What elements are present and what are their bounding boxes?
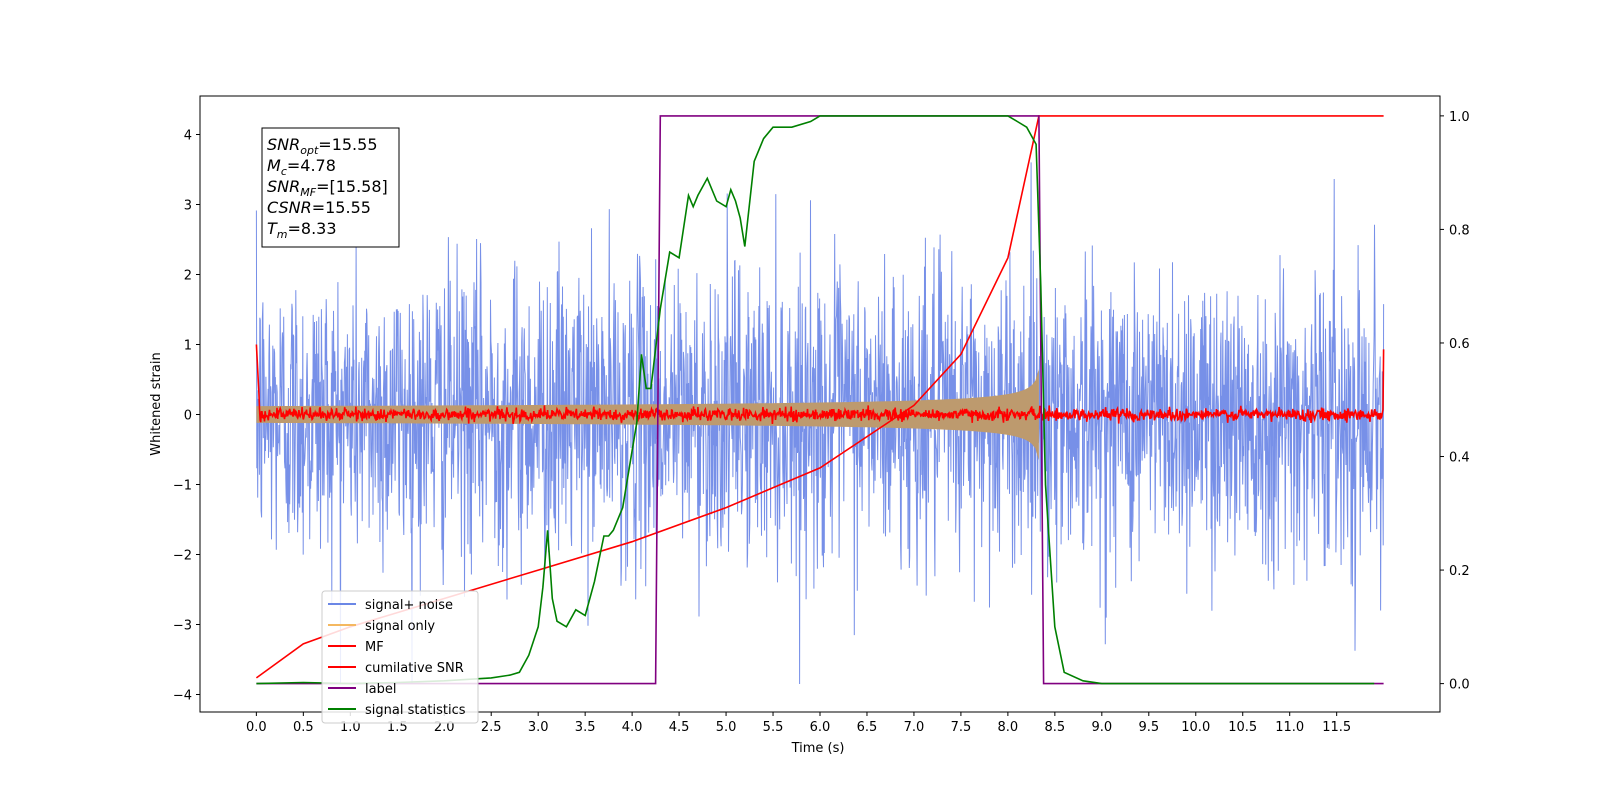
annotation-box: SNRopt=15.55Mc=4.78SNRMF=[15.58]CSNR=15.… (261, 127, 400, 248)
series-signal-noise (255, 162, 1385, 685)
y-left-tick-label: −1 (173, 479, 192, 494)
legend-entry: label (365, 682, 396, 697)
y-left-tick-label: 1 (184, 339, 192, 354)
annotation-frame (261, 127, 400, 248)
legend-entry: signal statistics (365, 703, 466, 718)
x-tick-label: 1.0 (340, 720, 361, 735)
y-left-tick-label: −3 (173, 619, 192, 634)
x-axis-label: Time (s) (791, 741, 845, 756)
x-tick-label: 7.5 (951, 720, 972, 735)
x-tick-label: 4.0 (622, 720, 643, 735)
annotation-line: SNRMF=[15.58] (267, 177, 388, 199)
x-tick-label: 2.5 (481, 720, 502, 735)
x-tick-label: 10.5 (1228, 720, 1257, 735)
x-tick-label: 0.5 (293, 720, 314, 735)
legend: signal+ noise signal only MF cumilative SNR… (321, 590, 479, 724)
y-right-tick-label: 0.0 (1449, 678, 1470, 693)
legend-entry: MF (365, 640, 384, 655)
series-signal-statistics (256, 115, 1375, 685)
series-mf (255, 344, 1385, 425)
x-tick-label: 5.5 (763, 720, 784, 735)
y-left-tick-label: 4 (184, 129, 192, 144)
y-axis-left: −4 −3 −2 −1 0 1 2 3 4 (173, 129, 200, 704)
x-tick-label: 8.0 (998, 720, 1019, 735)
x-tick-label: 3.0 (528, 720, 549, 735)
legend-entry: cumilative SNR (365, 661, 464, 676)
x-tick-label: 8.5 (1045, 720, 1066, 735)
y-axis-label: Whitened strain (149, 352, 164, 455)
annotation-line: Tm=8.33 (267, 219, 337, 241)
annotation-line: Mc=4.78 (267, 156, 336, 178)
x-tick-label: 0.0 (246, 720, 267, 735)
y-right-tick-label: 0.8 (1449, 223, 1470, 238)
y-left-tick-label: −4 (173, 689, 192, 704)
x-tick-label: 6.0 (810, 720, 831, 735)
annotation-line: CSNR=15.55 (267, 198, 371, 217)
y-left-tick-label: 0 (184, 409, 192, 424)
y-right-tick-label: 0.6 (1449, 337, 1470, 352)
x-tick-label: 2.0 (434, 720, 455, 735)
x-axis: 0.0 0.5 1.0 1.5 2.0 2.5 3.0 3.5 4.0 4.5 5.0 5.5 6.0 6… (246, 712, 1351, 735)
y-left-tick-label: −2 (173, 549, 192, 564)
x-tick-label: 3.5 (575, 720, 596, 735)
x-tick-label: 7.0 (904, 720, 925, 735)
y-left-tick-label: 3 (184, 199, 192, 214)
legend-frame (321, 590, 479, 724)
x-tick-label: 4.5 (669, 720, 690, 735)
x-tick-label: 9.5 (1138, 720, 1159, 735)
legend-entry: signal only (365, 619, 435, 634)
x-tick-label: 11.0 (1275, 720, 1304, 735)
x-tick-label: 11.5 (1322, 720, 1351, 735)
legend-entry: signal+ noise (365, 598, 453, 613)
y-axis-right: 0.0 0.2 0.4 0.6 0.8 1.0 (1440, 110, 1470, 693)
x-tick-label: 1.5 (387, 720, 408, 735)
y-left-tick-label: 2 (184, 269, 192, 284)
y-right-tick-label: 0.4 (1449, 451, 1470, 466)
x-tick-label: 6.5 (857, 720, 878, 735)
y-right-tick-label: 0.2 (1449, 564, 1470, 579)
x-tick-label: 9.0 (1091, 720, 1112, 735)
annotation-line: SNRopt=15.55 (267, 135, 378, 157)
y-right-tick-label: 1.0 (1449, 110, 1470, 125)
x-tick-label: 5.0 (716, 720, 737, 735)
x-tick-label: 10.0 (1181, 720, 1210, 735)
